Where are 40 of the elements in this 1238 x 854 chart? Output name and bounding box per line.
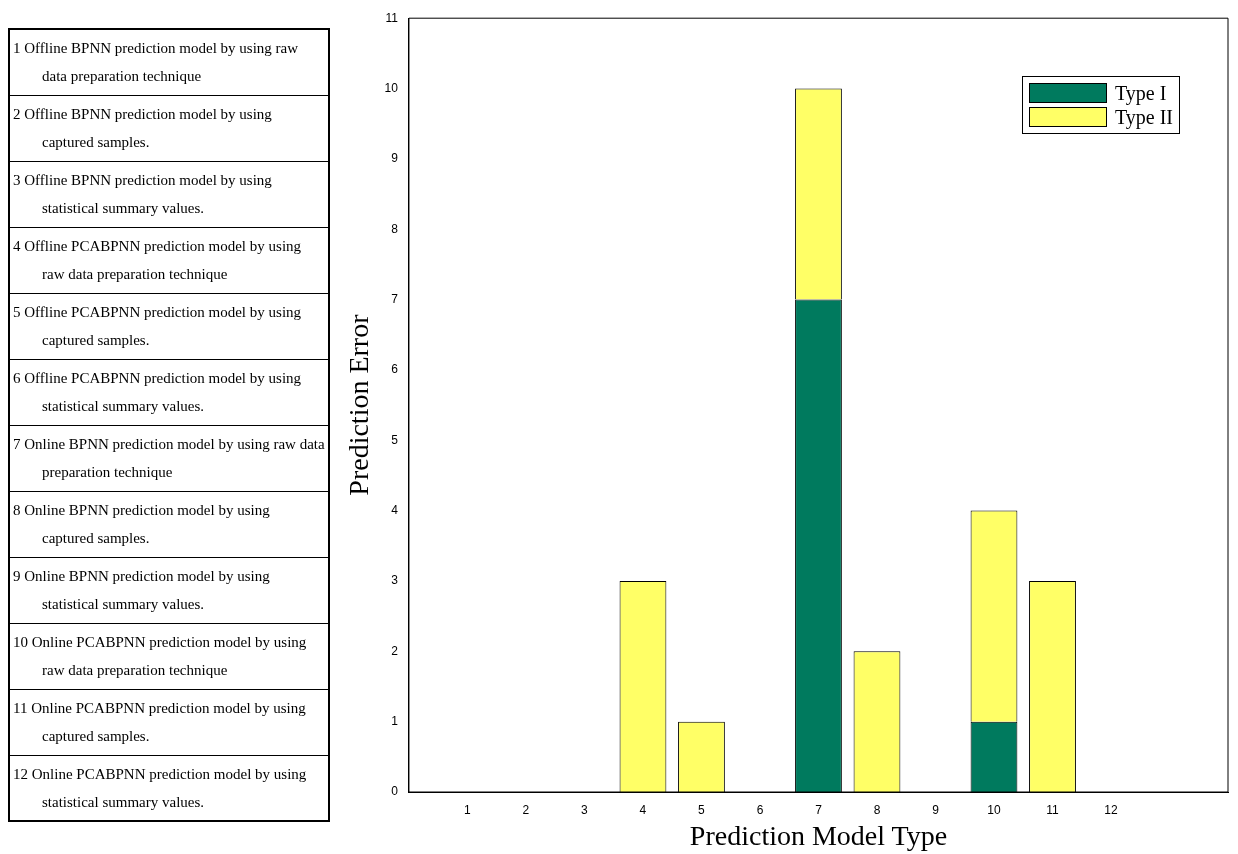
y-tick-label: 10 [384,80,399,95]
x-tick-label: 9 [932,802,940,817]
y-tick-label: 6 [391,362,399,377]
legend-label: Type I [1114,81,1167,105]
x-tick-label: 3 [581,802,589,817]
x-tick-label: 6 [756,802,764,817]
x-tick-label: 11 [1046,802,1060,817]
y-tick-label: 4 [391,502,399,517]
y-tick-label: 11 [385,10,399,25]
text: 10 Online PCABPNN prediction model by using raw data preparation technique [9,623,329,689]
x-tick-label: 8 [873,802,881,817]
text: 4 Offline PCABPNN prediction model by using raw data preparation technique [9,227,329,293]
legend-label: Type II [1114,105,1173,129]
x-tick-label: 5 [698,802,706,817]
y-axis-title: Prediction Error [343,313,375,496]
x-axis-title: Prediction Model Type [689,819,948,851]
y-tick-label: 1 [391,713,399,728]
x-tick-label: 1 [464,802,472,817]
x-tick-label: 12 [1104,802,1118,817]
text: 11 Online PCABPNN prediction model by using captured samples. [9,689,329,755]
y-tick-label: 3 [391,573,399,588]
y-tick-label: 0 [391,784,399,799]
y-tick-label: 2 [391,643,399,658]
text: 2 Offline BPNN prediction model by using captured samples. [9,95,329,161]
x-tick-label: 7 [815,802,823,817]
text: 1 Offline BPNN prediction model by using raw data preparation technique [9,29,329,95]
x-tick-label: 10 [987,802,1001,817]
x-tick-label: 4 [639,802,647,817]
y-tick-label: 9 [391,151,399,166]
text: 12 Online PCABPNN prediction model by using statistical summary values. [9,755,329,821]
y-tick-label: 8 [391,221,399,236]
text: 8 Online BPNN prediction model by using captured samples. [9,491,329,557]
text: 5 Offline PCABPNN prediction model by using captured samples. [9,293,329,359]
y-tick-label: 5 [391,432,399,447]
y-tick-label: 7 [391,291,399,306]
text: 9 Online BPNN prediction model by using statistical summary values. [9,557,329,623]
text: 6 Offline PCABPNN prediction model by using statistical summary values. [9,359,329,425]
text: 3 Offline BPNN prediction model by using statistical summary values. [9,161,329,227]
text: 7 Online BPNN prediction model by using raw data preparation technique [9,425,329,491]
x-tick-label: 2 [522,802,530,817]
